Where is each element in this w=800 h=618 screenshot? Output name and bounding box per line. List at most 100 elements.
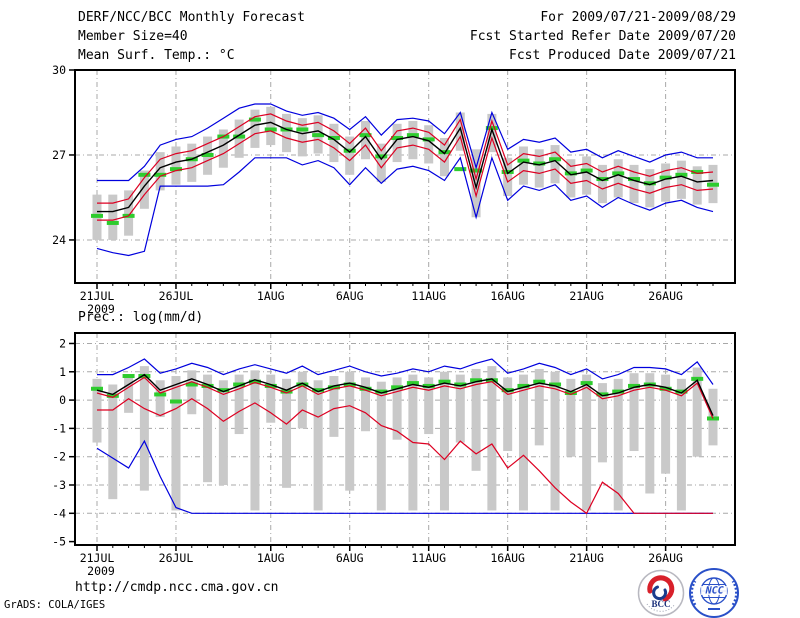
spread-bar xyxy=(597,383,607,463)
bcc-arc-text xyxy=(646,603,676,612)
series-line xyxy=(97,358,714,385)
x-tick-label: 26JUL xyxy=(159,551,194,565)
x-tick-label: 1AUG xyxy=(257,289,285,303)
spread-bar xyxy=(297,118,307,157)
x-tick-label: 26AUG xyxy=(648,289,683,303)
x-tick-label: 6AUG xyxy=(336,289,364,303)
y-tick-label: -1 xyxy=(52,421,66,435)
temp-panel-title: Mean Surf. Temp.: °C xyxy=(78,48,235,63)
spread-bar xyxy=(424,377,434,435)
page-title: DERF/NCC/BCC Monthly Forecast xyxy=(78,10,305,25)
precip-panel-title: Prec.: log(mm/d) xyxy=(78,310,204,325)
member-size-label: Member Size=40 xyxy=(78,29,188,44)
series-ensemble_mean_black xyxy=(96,373,714,416)
spread-bar xyxy=(392,377,402,440)
y-tick-label: -3 xyxy=(52,478,66,492)
spread-bar xyxy=(187,370,197,415)
series-climatology_green xyxy=(91,117,719,225)
series-line xyxy=(96,155,714,257)
bcc-swirl-inner-icon xyxy=(652,585,668,601)
series-line xyxy=(96,376,714,419)
x-tick-label: 21JUL xyxy=(80,289,115,303)
x-tick-sublabel: 2009 xyxy=(87,302,115,316)
series-ensemble_max_blue xyxy=(97,103,713,182)
spread-bar xyxy=(92,378,102,443)
spread-bar xyxy=(250,109,260,148)
y-tick-label: 27 xyxy=(52,148,66,162)
series-ensemble_spread_bar xyxy=(92,366,718,511)
spread-bar xyxy=(376,381,386,511)
spread-bar xyxy=(629,373,639,452)
y-tick-label: 30 xyxy=(52,63,66,77)
spread-bar xyxy=(487,113,497,153)
plot-frame xyxy=(74,69,736,284)
x-tick-label: 26JUL xyxy=(159,289,194,303)
spread-bar xyxy=(661,163,671,202)
spread-bar xyxy=(613,159,623,198)
spread-bar xyxy=(534,149,544,188)
x-tick-sublabel: 2009 xyxy=(87,564,115,578)
x-tick-label: 21AUG xyxy=(569,551,604,565)
spread-bar xyxy=(566,378,576,457)
spread-bar xyxy=(171,376,181,511)
x-tick-label: 21JUL xyxy=(80,551,115,565)
spread-bar xyxy=(376,143,386,182)
series-line xyxy=(97,130,714,221)
series-ensemble_max_blue xyxy=(97,358,714,385)
spread-bar xyxy=(124,190,134,236)
spread-bar xyxy=(676,160,686,199)
spread-bar xyxy=(266,106,276,146)
spread-bar xyxy=(155,152,165,191)
y-tick-label: 24 xyxy=(52,233,66,247)
bcc-logo-label: BCC xyxy=(651,599,670,609)
spread-bar xyxy=(329,123,339,163)
spread-bar xyxy=(613,378,623,511)
spread-bar xyxy=(187,143,197,182)
spread-bar xyxy=(234,374,244,435)
spread-bar xyxy=(218,380,228,485)
series-line xyxy=(97,113,714,204)
spread-bar xyxy=(566,159,576,198)
spread-bar xyxy=(534,368,544,446)
ncc-label-band xyxy=(701,586,727,595)
x-tick-label: 11AUG xyxy=(411,289,446,303)
spread-bar xyxy=(439,371,449,511)
series-line xyxy=(96,373,714,416)
spread-bar xyxy=(139,366,149,491)
x-tick-label: 21AUG xyxy=(569,289,604,303)
grads-credit: GrADS: COLA/IGES xyxy=(4,599,106,611)
valid-range-label: For 2009/07/21-2009/08/29 xyxy=(540,10,736,25)
x-tick-label: 16AUG xyxy=(490,551,525,565)
spread-bar xyxy=(282,113,292,153)
spread-bar xyxy=(503,157,513,197)
spread-bar xyxy=(518,146,528,185)
series-climatology_green xyxy=(91,374,719,421)
bcc-logo: BCC xyxy=(637,569,685,617)
y-tick-label: 2 xyxy=(59,336,66,350)
x-tick-label: 1AUG xyxy=(257,551,285,565)
y-tick-label: -2 xyxy=(52,450,66,464)
spread-bar xyxy=(266,374,276,423)
spread-bar xyxy=(676,378,686,511)
series-line xyxy=(96,439,713,514)
spread-bar xyxy=(329,376,339,437)
ncc-laurel-right-icon xyxy=(731,580,738,606)
series-ensemble_min_blue xyxy=(96,439,713,514)
ncc-logo: NCC xyxy=(689,568,739,618)
spread-bar xyxy=(487,366,497,511)
refer-date-label: Fcst Started Refer Date 2009/07/20 xyxy=(469,29,736,44)
spread-bar xyxy=(645,373,655,494)
spread-bar xyxy=(124,374,134,413)
spread-bar xyxy=(518,374,528,511)
plot-frame xyxy=(74,332,736,546)
spread-bar xyxy=(108,194,118,240)
spread-bar xyxy=(550,145,560,184)
bcc-swirl-icon xyxy=(647,575,675,602)
ncc-logo-label: NCC xyxy=(704,586,724,597)
spread-bar xyxy=(408,120,418,160)
y-tick-label: -5 xyxy=(52,535,66,549)
spread-bar xyxy=(645,169,655,208)
